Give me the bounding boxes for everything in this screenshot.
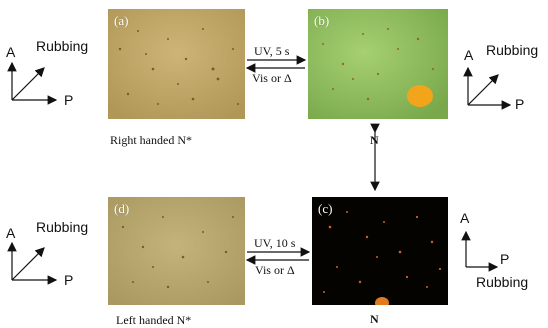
- top-reverse-label: Vis or Δ: [252, 71, 292, 85]
- axis-p-label: P: [500, 251, 510, 267]
- axis-rubbing-label: Rubbing: [36, 219, 89, 235]
- panel-c-letter: (c): [318, 201, 333, 216]
- axis-p-label: P: [515, 96, 525, 112]
- orange-droplet-small: [375, 297, 389, 305]
- orange-droplet: [407, 85, 433, 107]
- axis-a-label: A: [6, 44, 16, 60]
- axis-rubbing-label: Rubbing: [476, 274, 529, 290]
- axis-a-label: A: [464, 47, 474, 63]
- panel-d-caption: Left handed N*: [116, 313, 192, 327]
- panel-a-letter: (a): [114, 13, 129, 28]
- panel-a-caption: Right handed N*: [110, 133, 192, 147]
- axes-top-left: [7, 61, 58, 105]
- bottom-forward-label: UV, 10 s: [254, 236, 296, 250]
- panel-c-texture: [312, 197, 448, 305]
- axis-a-label: A: [460, 210, 470, 226]
- panel-d-letter: (d): [114, 201, 130, 216]
- axes-top-right: [463, 66, 512, 110]
- panel-a-right-handed: (a): [108, 9, 245, 119]
- panel-b-letter: (b): [314, 13, 330, 28]
- top-forward-label: UV, 5 s: [254, 44, 290, 58]
- panel-b-texture: [308, 9, 448, 119]
- bottom-reverse-label: Vis or Δ: [255, 263, 295, 277]
- axes-bottom-right: [461, 230, 499, 272]
- axis-a-label: A: [6, 225, 16, 241]
- panel-d-left-handed: (d): [108, 197, 245, 305]
- axis-p-label: P: [64, 92, 74, 108]
- panel-b-nematic: (b): [308, 9, 448, 119]
- panel-a-texture: [108, 9, 245, 119]
- axis-rubbing-label: Rubbing: [36, 38, 89, 54]
- axis-rubbing-label: Rubbing: [486, 42, 539, 58]
- panel-c-nematic-dark: (c): [312, 197, 448, 305]
- panel-c-caption: N: [370, 312, 379, 326]
- panel-d-texture: [108, 197, 245, 305]
- axes-bottom-left: [7, 241, 58, 285]
- axis-p-label: P: [64, 272, 74, 288]
